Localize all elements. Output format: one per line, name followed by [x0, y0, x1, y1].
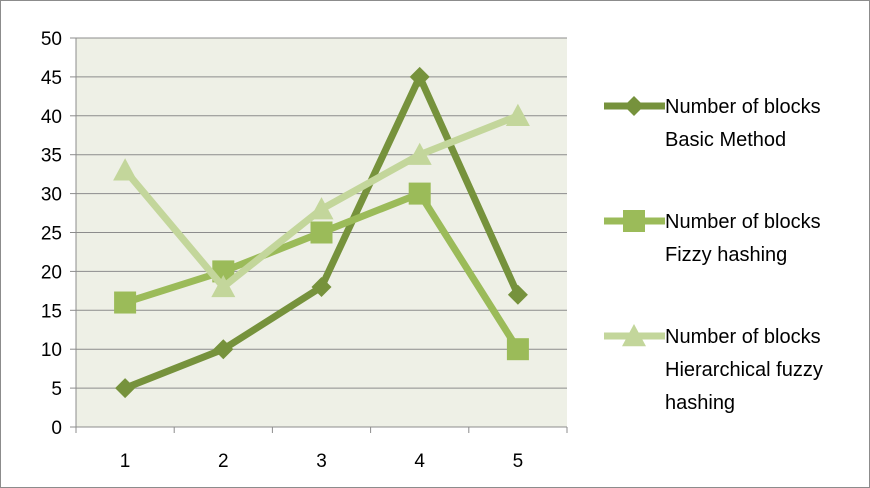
gridlines	[76, 37, 567, 389]
x-tick-label: 5	[513, 451, 524, 472]
y-tick-label: 15	[41, 301, 62, 322]
legend-label: Number of blocks	[665, 96, 821, 118]
y-tick-label: 20	[41, 262, 62, 283]
legend-label: Hierarchical fuzzy	[665, 359, 823, 381]
y-tick-label: 10	[41, 340, 62, 361]
series-group	[113, 66, 530, 399]
y-axis-ticks: 0 5 10 15 20 25 30 35 40 45 50	[41, 29, 76, 439]
legend-label: Fizzy hashing	[665, 244, 787, 266]
data-point-triangle	[505, 103, 530, 126]
data-point-square	[506, 338, 529, 361]
data-point-triangle	[113, 158, 138, 181]
y-tick-label: 35	[41, 146, 62, 167]
legend-label: Basic Method	[665, 129, 786, 151]
y-tick-label: 40	[41, 107, 62, 128]
data-point-diamond	[311, 276, 332, 297]
x-tick-label: 1	[120, 451, 131, 472]
y-tick-label: 25	[41, 224, 62, 245]
data-point-triangle	[211, 274, 236, 298]
x-tick-label: 3	[316, 451, 327, 472]
series-2	[114, 182, 529, 361]
legend-item-2: Number of blocks Fizzy hashing	[604, 210, 821, 266]
x-axis-ticks: 1 2 3 4 5	[75, 427, 568, 472]
legend-label: hashing	[665, 392, 735, 414]
y-tick-label: 50	[41, 29, 62, 50]
legend-swatch-marker	[624, 96, 644, 116]
y-tick-label: 45	[41, 68, 62, 89]
data-point-triangle	[309, 197, 334, 220]
data-point-diamond	[507, 284, 528, 305]
y-tick-label: 5	[51, 379, 62, 400]
y-tick-label: 0	[51, 418, 62, 439]
data-point-diamond	[213, 339, 234, 360]
legend-swatch-marker	[622, 324, 646, 347]
x-tick-label: 4	[414, 451, 425, 472]
legend-item-3: Number of blocks Hierarchical fuzzy hashin…	[604, 324, 823, 414]
legend-label: Number of blocks	[665, 326, 821, 348]
series-1	[115, 66, 528, 399]
data-point-diamond	[409, 66, 430, 87]
y-tick-label: 30	[41, 185, 62, 206]
legend-item-1: Number of blocks Basic Method	[604, 96, 821, 151]
data-point-triangle	[407, 142, 432, 165]
data-point-square	[408, 182, 431, 205]
legend-label: Number of blocks	[665, 211, 821, 233]
x-tick-label: 2	[218, 451, 229, 472]
legend-swatch-marker	[623, 210, 645, 232]
data-point-square	[114, 291, 137, 314]
data-point-diamond	[115, 378, 136, 399]
data-point-square	[310, 221, 333, 244]
series-3	[113, 103, 530, 298]
